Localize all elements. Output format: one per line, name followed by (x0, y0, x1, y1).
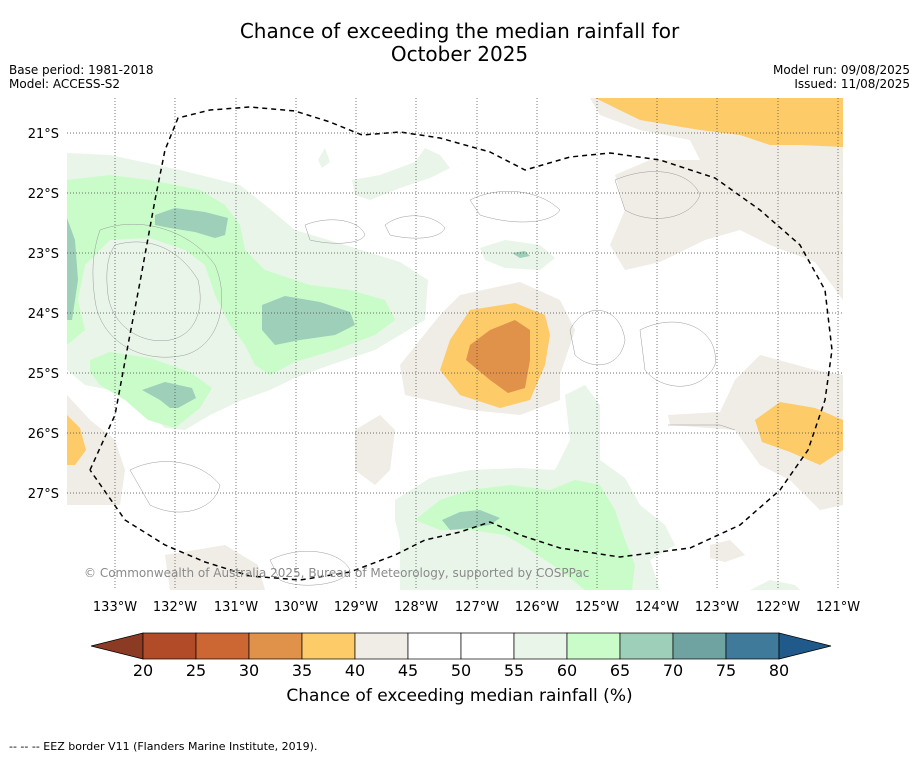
colorbar-tick-label: 75 (716, 661, 736, 680)
lon-labels: 133°W 132°W 131°W 130°W 129°W 128°W 127°… (93, 600, 860, 615)
lat-label: 27°S (28, 487, 59, 502)
colorbar-tick-label: 60 (557, 661, 577, 680)
colorbar-segment (672, 632, 727, 660)
copyright-notice: © Commonwealth of Australia 2025, Bureau… (84, 566, 589, 580)
lat-label: 26°S (28, 427, 59, 442)
meta-right: Model run: 09/08/2025 Issued: 11/08/2025 (773, 63, 910, 91)
lon-label: 132°W (153, 600, 197, 615)
colorbar-segment (460, 632, 515, 660)
lon-label: 123°W (695, 600, 739, 615)
lon-label: 130°W (274, 600, 318, 615)
lon-label: 131°W (214, 600, 258, 615)
colorbar-tick-label: 55 (504, 661, 524, 680)
lon-label: 121°W (816, 600, 860, 615)
model-name: Model: ACCESS-S2 (9, 77, 121, 91)
colorbar-tick-label: 70 (663, 661, 683, 680)
graticule (67, 98, 843, 590)
colorbar-tick-label: 20 (133, 661, 153, 680)
colorbar-segment (248, 632, 303, 660)
title-line-2: October 2025 (390, 42, 529, 66)
colorbar-segment (619, 632, 674, 660)
colorbar-segment (407, 632, 462, 660)
colorbar-tick-label: 80 (769, 661, 789, 680)
base-period: Base period: 1981-2018 (9, 63, 154, 77)
lat-label: 21°S (28, 127, 59, 142)
lon-label: 125°W (575, 600, 619, 615)
colorbar-segment (195, 632, 250, 660)
colorbar-segment (142, 632, 197, 660)
lon-label: 133°W (93, 600, 137, 615)
model-run: Model run: 09/08/2025 (772, 63, 910, 77)
lon-label: 126°W (515, 600, 559, 615)
region-30-35 (466, 320, 530, 393)
lon-label: 129°W (334, 600, 378, 615)
colorbar-under-triangle (90, 632, 144, 660)
eez-border (89, 106, 833, 581)
colorbar-tick-label: 50 (451, 661, 471, 680)
lat-label: 22°S (28, 187, 59, 202)
colorbar-segment (725, 632, 780, 660)
colorbar-label: Chance of exceeding median rainfall (%) (286, 686, 633, 706)
colorbar-tick-label: 30 (239, 661, 259, 680)
title-line-1: Chance of exceeding the median rainfall … (239, 19, 680, 43)
eez-legend-note: -- -- -- EEZ border V11 (Flanders Marine… (9, 740, 318, 753)
colorbar-tick-label: 45 (398, 661, 418, 680)
lat-labels: 21°S 22°S 23°S 24°S 25°S 26°S 27°S (28, 127, 59, 502)
colorbar-segment (354, 632, 409, 660)
colorbar-segment (301, 632, 356, 660)
lat-label: 25°S (28, 367, 59, 382)
colorbar-tick-label: 25 (186, 661, 206, 680)
issued-date: Issued: 11/08/2025 (794, 77, 910, 91)
lon-label: 124°W (635, 600, 679, 615)
colorbar-tick-label: 65 (610, 661, 630, 680)
lon-label: 127°W (455, 600, 499, 615)
map-title: Chance of exceeding the median rainfall … (0, 20, 919, 66)
meta-left: Base period: 1981-2018 Model: ACCESS-S2 (9, 63, 154, 91)
colorbar-segment (566, 632, 621, 660)
lat-label: 23°S (28, 247, 59, 262)
map-field: © Commonwealth of Australia 2025, Bureau… (67, 98, 843, 590)
lat-label: 24°S (28, 307, 59, 322)
colorbar-tick-label: 40 (345, 661, 365, 680)
colorbar-over-triangle (778, 632, 832, 660)
colorbar-segment (513, 632, 568, 660)
region-65-70 (67, 208, 530, 530)
lon-label: 128°W (394, 600, 438, 615)
colorbar: 20 25 30 35 40 45 50 55 60 65 70 75 80 (90, 632, 832, 680)
colorbar-tick-label: 35 (292, 661, 312, 680)
lon-label: 122°W (756, 600, 800, 615)
